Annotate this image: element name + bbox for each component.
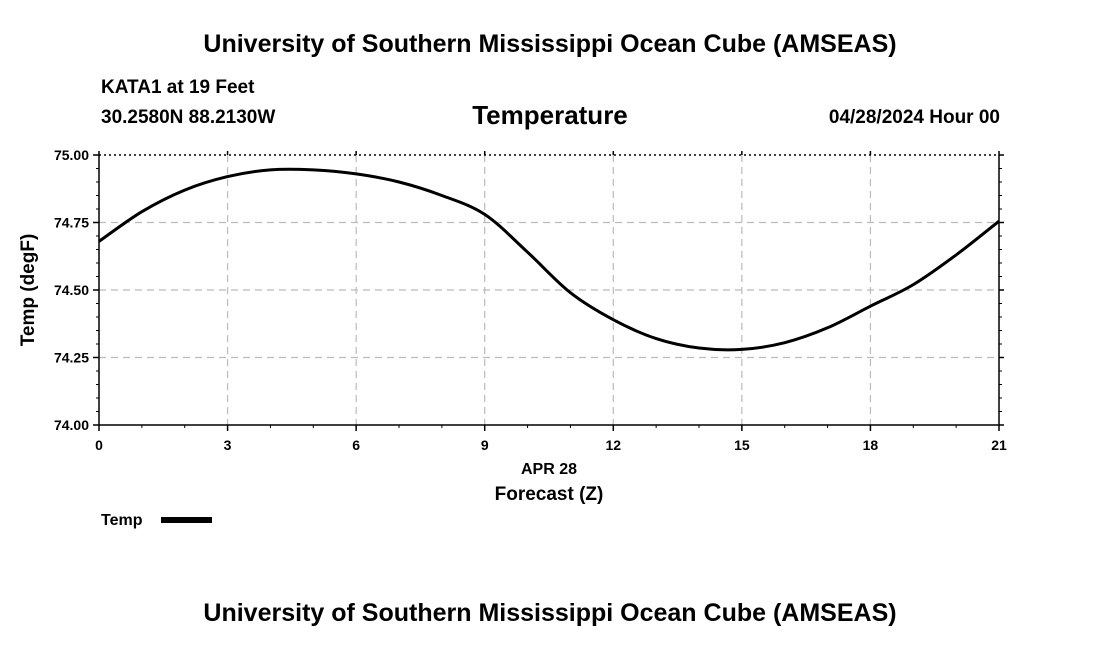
forecast-datetime: 04/28/2024 Hour 00	[828, 107, 1000, 128]
temp-series-line	[98, 167, 1000, 352]
axes	[93, 151, 1004, 431]
footer-title: University of Southern Mississippi Ocean…	[203, 599, 897, 627]
grid	[99, 155, 999, 425]
station-coordinates: 30.2580N 88.2130W	[101, 107, 276, 128]
y-tick-label: 74.25	[54, 350, 89, 366]
y-tick-label: 75.00	[54, 147, 89, 163]
x-tick-label: 9	[481, 437, 489, 453]
x-tick-label: 0	[95, 437, 103, 453]
y-axis-label: Temp (degF)	[18, 234, 39, 347]
legend: Temp	[101, 512, 212, 529]
y-tick-label: 74.50	[54, 282, 89, 298]
x-tick-label: 3	[224, 437, 232, 453]
legend-label: Temp	[101, 512, 143, 529]
y-tick-label: 74.00	[54, 417, 89, 433]
x-axis-date-label: APR 28	[521, 461, 577, 478]
page-title: University of Southern Mississippi Ocean…	[203, 30, 897, 58]
series-layer	[98, 167, 1000, 352]
x-tick-label: 18	[863, 437, 879, 453]
station-label: KATA1 at 19 Feet	[101, 77, 255, 98]
x-tick-label: 15	[734, 437, 750, 453]
x-axis-label: Forecast (Z)	[495, 484, 604, 505]
x-tick-label: 21	[991, 437, 1007, 453]
labels: 0 3 6 9 12 15 18 21 74.00 74.25 74.50 74.75 75.00 APR…	[18, 147, 1007, 505]
x-tick-label: 12	[605, 437, 621, 453]
x-tick-label: 6	[352, 437, 360, 453]
y-tick-label: 74.75	[54, 215, 89, 231]
chart-title: Temperature	[472, 100, 628, 130]
